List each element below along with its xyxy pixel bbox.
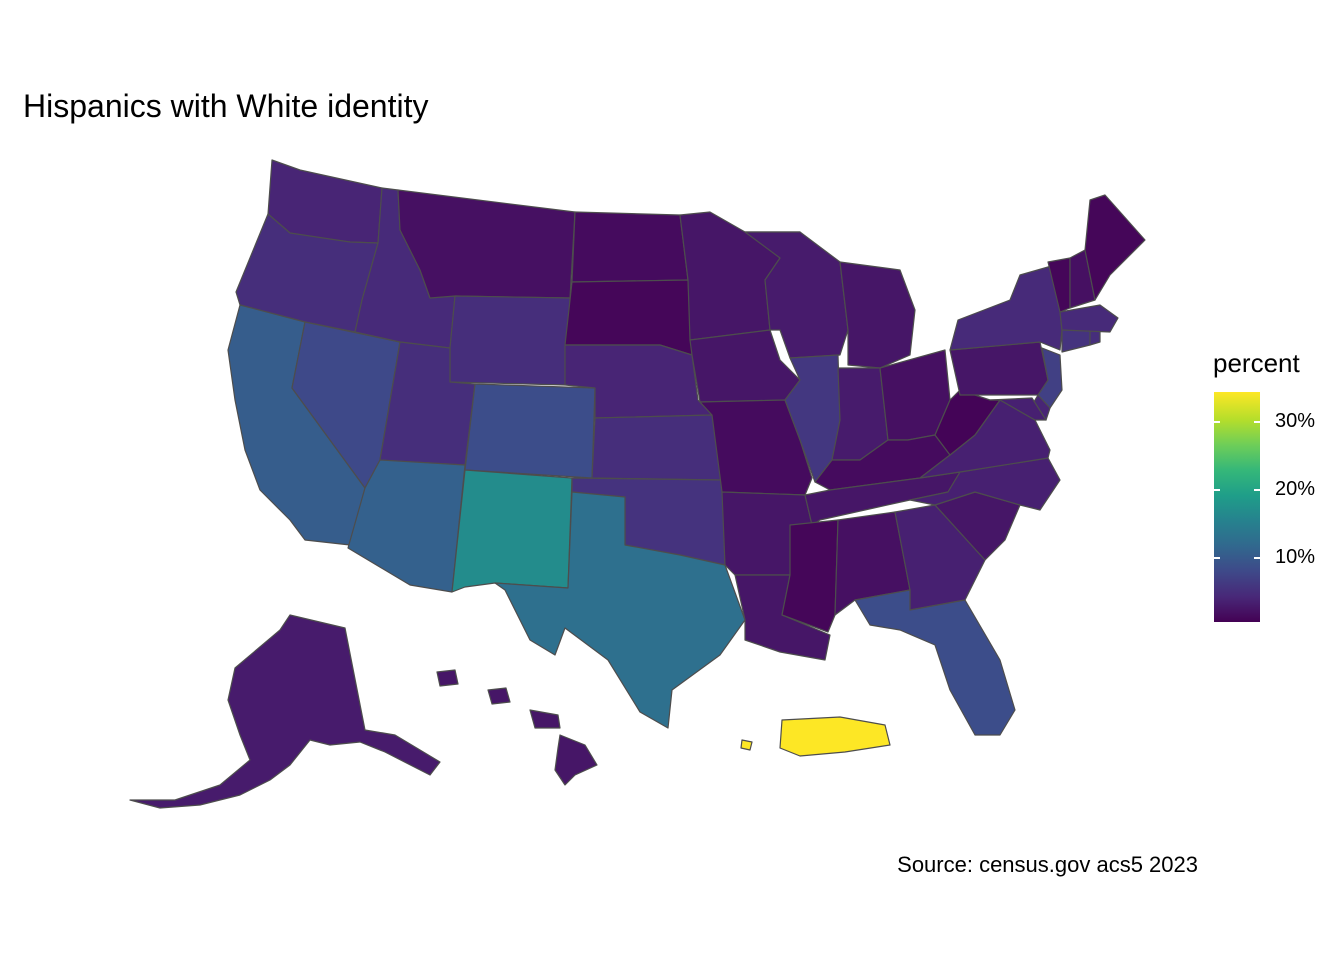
state-mississippi: Mississippi <box>781 519 839 633</box>
legend-tick-right <box>1254 421 1260 424</box>
state-texas: Texas <box>494 491 746 729</box>
legend-tick-left <box>1214 421 1220 424</box>
legend-tick-right <box>1254 556 1260 559</box>
state-maine: Maine <box>1084 194 1146 301</box>
legend-label: 30% <box>1275 410 1316 433</box>
legend-tick-left <box>1214 556 1220 559</box>
legend-colorbar <box>1214 392 1260 622</box>
state-north-dakota: North Dakota <box>571 211 689 283</box>
state-colorado: Colorado <box>464 383 596 479</box>
legend-tick-right <box>1254 489 1260 492</box>
state-maryland: Maryland <box>989 397 1047 421</box>
state-alaska: Alaska <box>129 614 441 809</box>
state-montana: Montana <box>397 189 576 299</box>
state-puerto-rico: Puerto Rico <box>740 716 891 757</box>
state-pennsylvania: Pennsylvania <box>949 341 1049 396</box>
legend-label: 10% <box>1275 545 1316 568</box>
state-florida: Florida <box>854 589 1016 736</box>
state-hawaii: Hawaii <box>436 669 598 786</box>
state-new-mexico: New Mexico <box>451 469 573 593</box>
source-caption: Source: census.gov acs5 2023 <box>897 852 1198 877</box>
state-new-york: New York <box>949 264 1063 351</box>
legend-title: percent <box>1213 348 1300 378</box>
state-michigan: Michigan <box>839 261 916 369</box>
state-wyoming: Wyoming <box>449 295 571 386</box>
legend-tick-left <box>1214 489 1220 492</box>
map-title: Hispanics with White identity <box>23 88 429 124</box>
state-south-dakota: South Dakota <box>564 279 693 356</box>
state-kansas: Kansas <box>591 414 723 481</box>
state-massachusetts: Massachusetts <box>1059 304 1119 333</box>
legend-label: 20% <box>1275 478 1316 501</box>
